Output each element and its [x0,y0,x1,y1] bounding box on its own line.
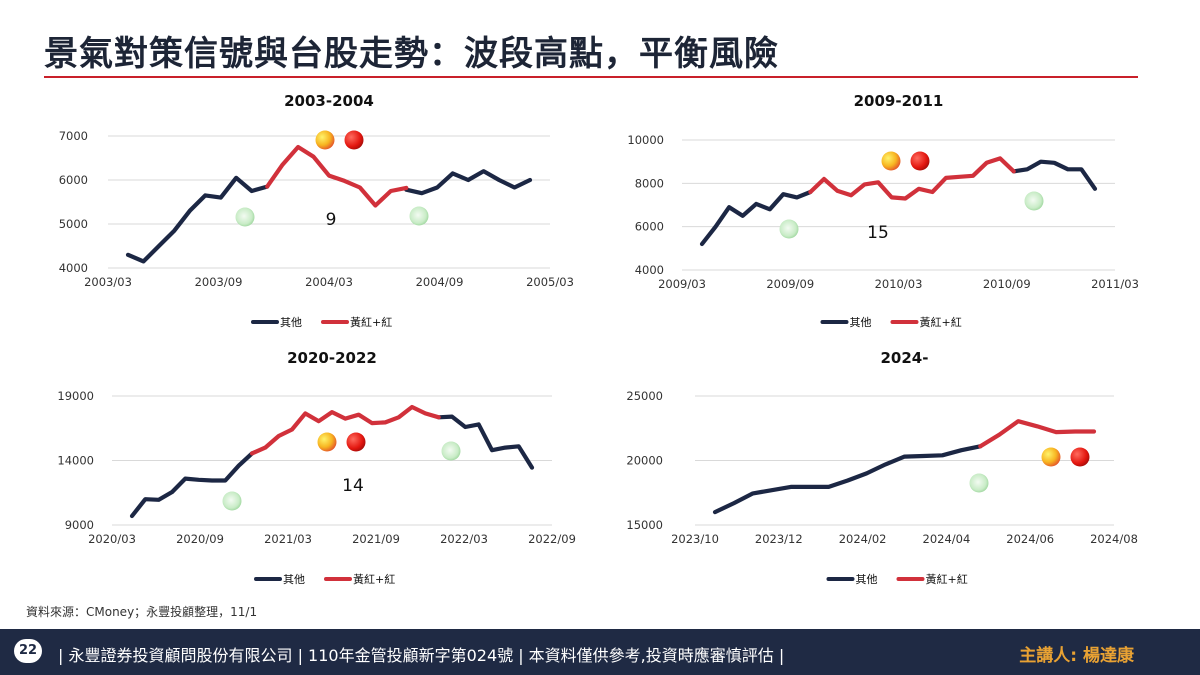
x-tick-label: 2003/09 [195,275,243,289]
series-line-other [129,451,255,519]
x-tick-label: 2024/06 [1006,532,1054,546]
y-tick-label: 6000 [635,220,664,234]
green-signal-icon [235,207,255,227]
x-tick-label: 2020/09 [176,532,224,546]
chart-title: 2009-2011 [854,92,944,110]
x-tick-label: 2022/09 [528,532,576,546]
y-tick-label: 8000 [635,176,664,190]
chart-2009-2011: 2009-2011 4000 6000 8000 10000 2009/03 2009/09… [610,88,1170,336]
x-tick-label: 2004/03 [305,275,353,289]
source-note: 資料來源：CMoney；永豐投顧整理，11/1 [26,605,258,619]
footer-bar: 22 | 永豐證券投資顧問股份有限公司 | 110年金管投顧新字第024號 | … [0,629,1200,675]
x-tick-label: 2011/03 [1091,277,1139,291]
series-line-other [436,414,535,470]
y-tick-label: 6000 [59,173,88,187]
x-tick-label: 2010/09 [983,277,1031,291]
page-number: 22 [14,639,42,663]
y-tick-label: 10000 [627,133,664,147]
green-signal-icon [409,206,429,226]
x-tick-label: 2024/04 [923,532,971,546]
red-signal-icon [910,151,930,171]
x-tick-label: 2009/03 [658,277,706,291]
chart-title: 2003-2004 [284,92,374,110]
y-tick-label: 19000 [57,389,94,403]
duration-annotation: 15 [867,223,889,243]
series-line-red-signal [249,404,441,456]
x-tick-label: 2024/02 [839,532,887,546]
chart-title: 2020-2022 [287,349,377,367]
yellow-red-signal-icon [1041,447,1061,467]
x-tick-label: 2009/09 [766,277,814,291]
chart-svg: 2024- 15000 20000 25000 2023/10 2023/12 2024/0… [626,349,1138,586]
y-tick-label: 25000 [626,389,663,403]
red-signal-icon [344,130,364,150]
chart-svg: 2020-2022 9000 14000 19000 2020/03 2020/09 202… [57,349,576,586]
chart-2020-2022: 2020-2022 9000 14000 19000 2020/03 2020/09 202… [40,345,600,593]
series-line-other [712,444,983,515]
legend-label: 其他 [283,573,305,586]
legend-label: 其他 [280,316,302,329]
legend-label: 黃紅+紅 [920,316,962,329]
legend-label: 黃紅+紅 [926,573,968,586]
y-tick-label: 20000 [626,454,663,468]
x-tick-label: 2003/03 [84,275,132,289]
green-signal-icon [779,219,799,239]
y-tick-label: 4000 [59,261,88,275]
footer-disclaimer: | 永豐證券投資顧問股份有限公司 | 110年金管投顧新字第024號 | 本資料… [58,646,785,665]
y-tick-label: 4000 [635,263,664,277]
page-title: 景氣對策信號與台股走勢：波段高點，平衡風險 [44,34,779,74]
speaker-name: 主講人: 楊達康 [1019,646,1134,666]
x-tick-label: 2021/03 [264,532,312,546]
chart-svg: 2003-2004 4000 5000 6000 7000 2003/03 2003/09 2… [59,92,574,329]
x-tick-label: 2010/03 [875,277,923,291]
series-line-other [404,169,533,196]
green-signal-icon [222,491,242,511]
red-signal-icon [1070,447,1090,467]
duration-annotation: 9 [326,210,337,230]
legend-label: 其他 [850,316,872,329]
series-line-red-signal [265,144,409,208]
x-tick-label: 2024/08 [1090,532,1138,546]
series-line-other [699,189,813,247]
x-tick-label: 2020/03 [88,532,136,546]
green-signal-icon [969,473,989,493]
chart-2003-2004: 2003-2004 4000 5000 6000 7000 2003/03 2003/09 2… [40,88,600,336]
red-signal-icon [346,432,366,452]
series-line-red-signal [808,156,1016,201]
legend-label: 黃紅+紅 [353,573,395,586]
series-line-other [1011,159,1098,191]
series-line-other [125,175,270,264]
yellow-red-signal-icon [881,151,901,171]
green-signal-icon [441,441,461,461]
legend-label: 黃紅+紅 [350,316,392,329]
x-tick-label: 2021/09 [352,532,400,546]
x-tick-label: 2005/03 [526,275,574,289]
x-tick-label: 2023/10 [671,532,719,546]
chart-2024: 2024- 15000 20000 25000 2023/10 2023/12 2024/0… [610,345,1170,593]
y-tick-label: 9000 [65,518,94,532]
x-tick-label: 2023/12 [755,532,803,546]
title-divider [44,76,1138,78]
duration-annotation: 14 [342,476,364,496]
x-tick-label: 2004/09 [416,275,464,289]
x-tick-label: 2022/03 [440,532,488,546]
y-tick-label: 7000 [59,129,88,143]
chart-svg: 2009-2011 4000 6000 8000 10000 2009/03 2009/09… [627,92,1139,329]
legend-label: 其他 [856,573,878,586]
yellow-red-signal-icon [315,130,335,150]
chart-title: 2024- [881,349,929,367]
series-line-red-signal [978,419,1097,449]
y-tick-label: 5000 [59,217,88,231]
y-tick-label: 15000 [626,518,663,532]
yellow-red-signal-icon [317,432,337,452]
green-signal-icon [1024,191,1044,211]
y-tick-label: 14000 [57,454,94,468]
